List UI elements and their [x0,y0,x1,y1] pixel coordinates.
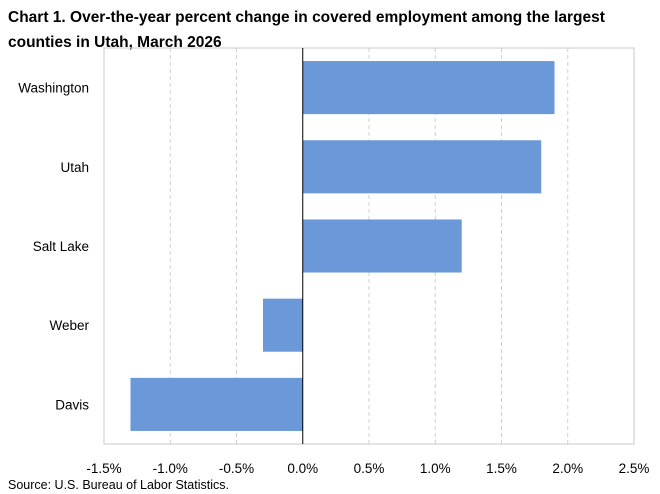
x-tick-label: 0.5% [354,461,385,476]
bar-utah [302,140,542,194]
bar-davis [130,377,303,431]
x-tick-label: 0.0% [287,461,318,476]
bar-salt-lake [302,219,462,273]
category-label: Salt Lake [33,239,89,254]
x-tick-label: -1.0% [153,461,188,476]
category-label: Davis [55,397,89,412]
category-labels: Washington Utah Salt Lake Weber Davis [18,81,89,413]
category-label: Washington [18,81,89,96]
category-label: Utah [60,160,89,175]
plot-area-border [103,47,635,445]
x-tick-label: -0.5% [219,461,254,476]
chart-title: Chart 1. Over-the-year percent change in… [8,9,605,51]
bar-washington [302,61,555,115]
x-tick-label: 2.5% [619,461,650,476]
x-tick-label: 1.5% [486,461,517,476]
bar-weber [263,298,303,352]
category-label: Weber [49,318,89,333]
source-note: Source: U.S. Bureau of Labor Statistics. [8,478,229,492]
x-tick-labels: -1.5% -1.0% -0.5% 0.0% 0.5% 1.0% 1.5% 2.0% 2.5% [86,461,649,476]
x-tick-label: -1.5% [86,461,121,476]
x-tick-label: 1.0% [420,461,451,476]
bars [130,61,555,431]
x-tick-label: 2.0% [552,461,583,476]
